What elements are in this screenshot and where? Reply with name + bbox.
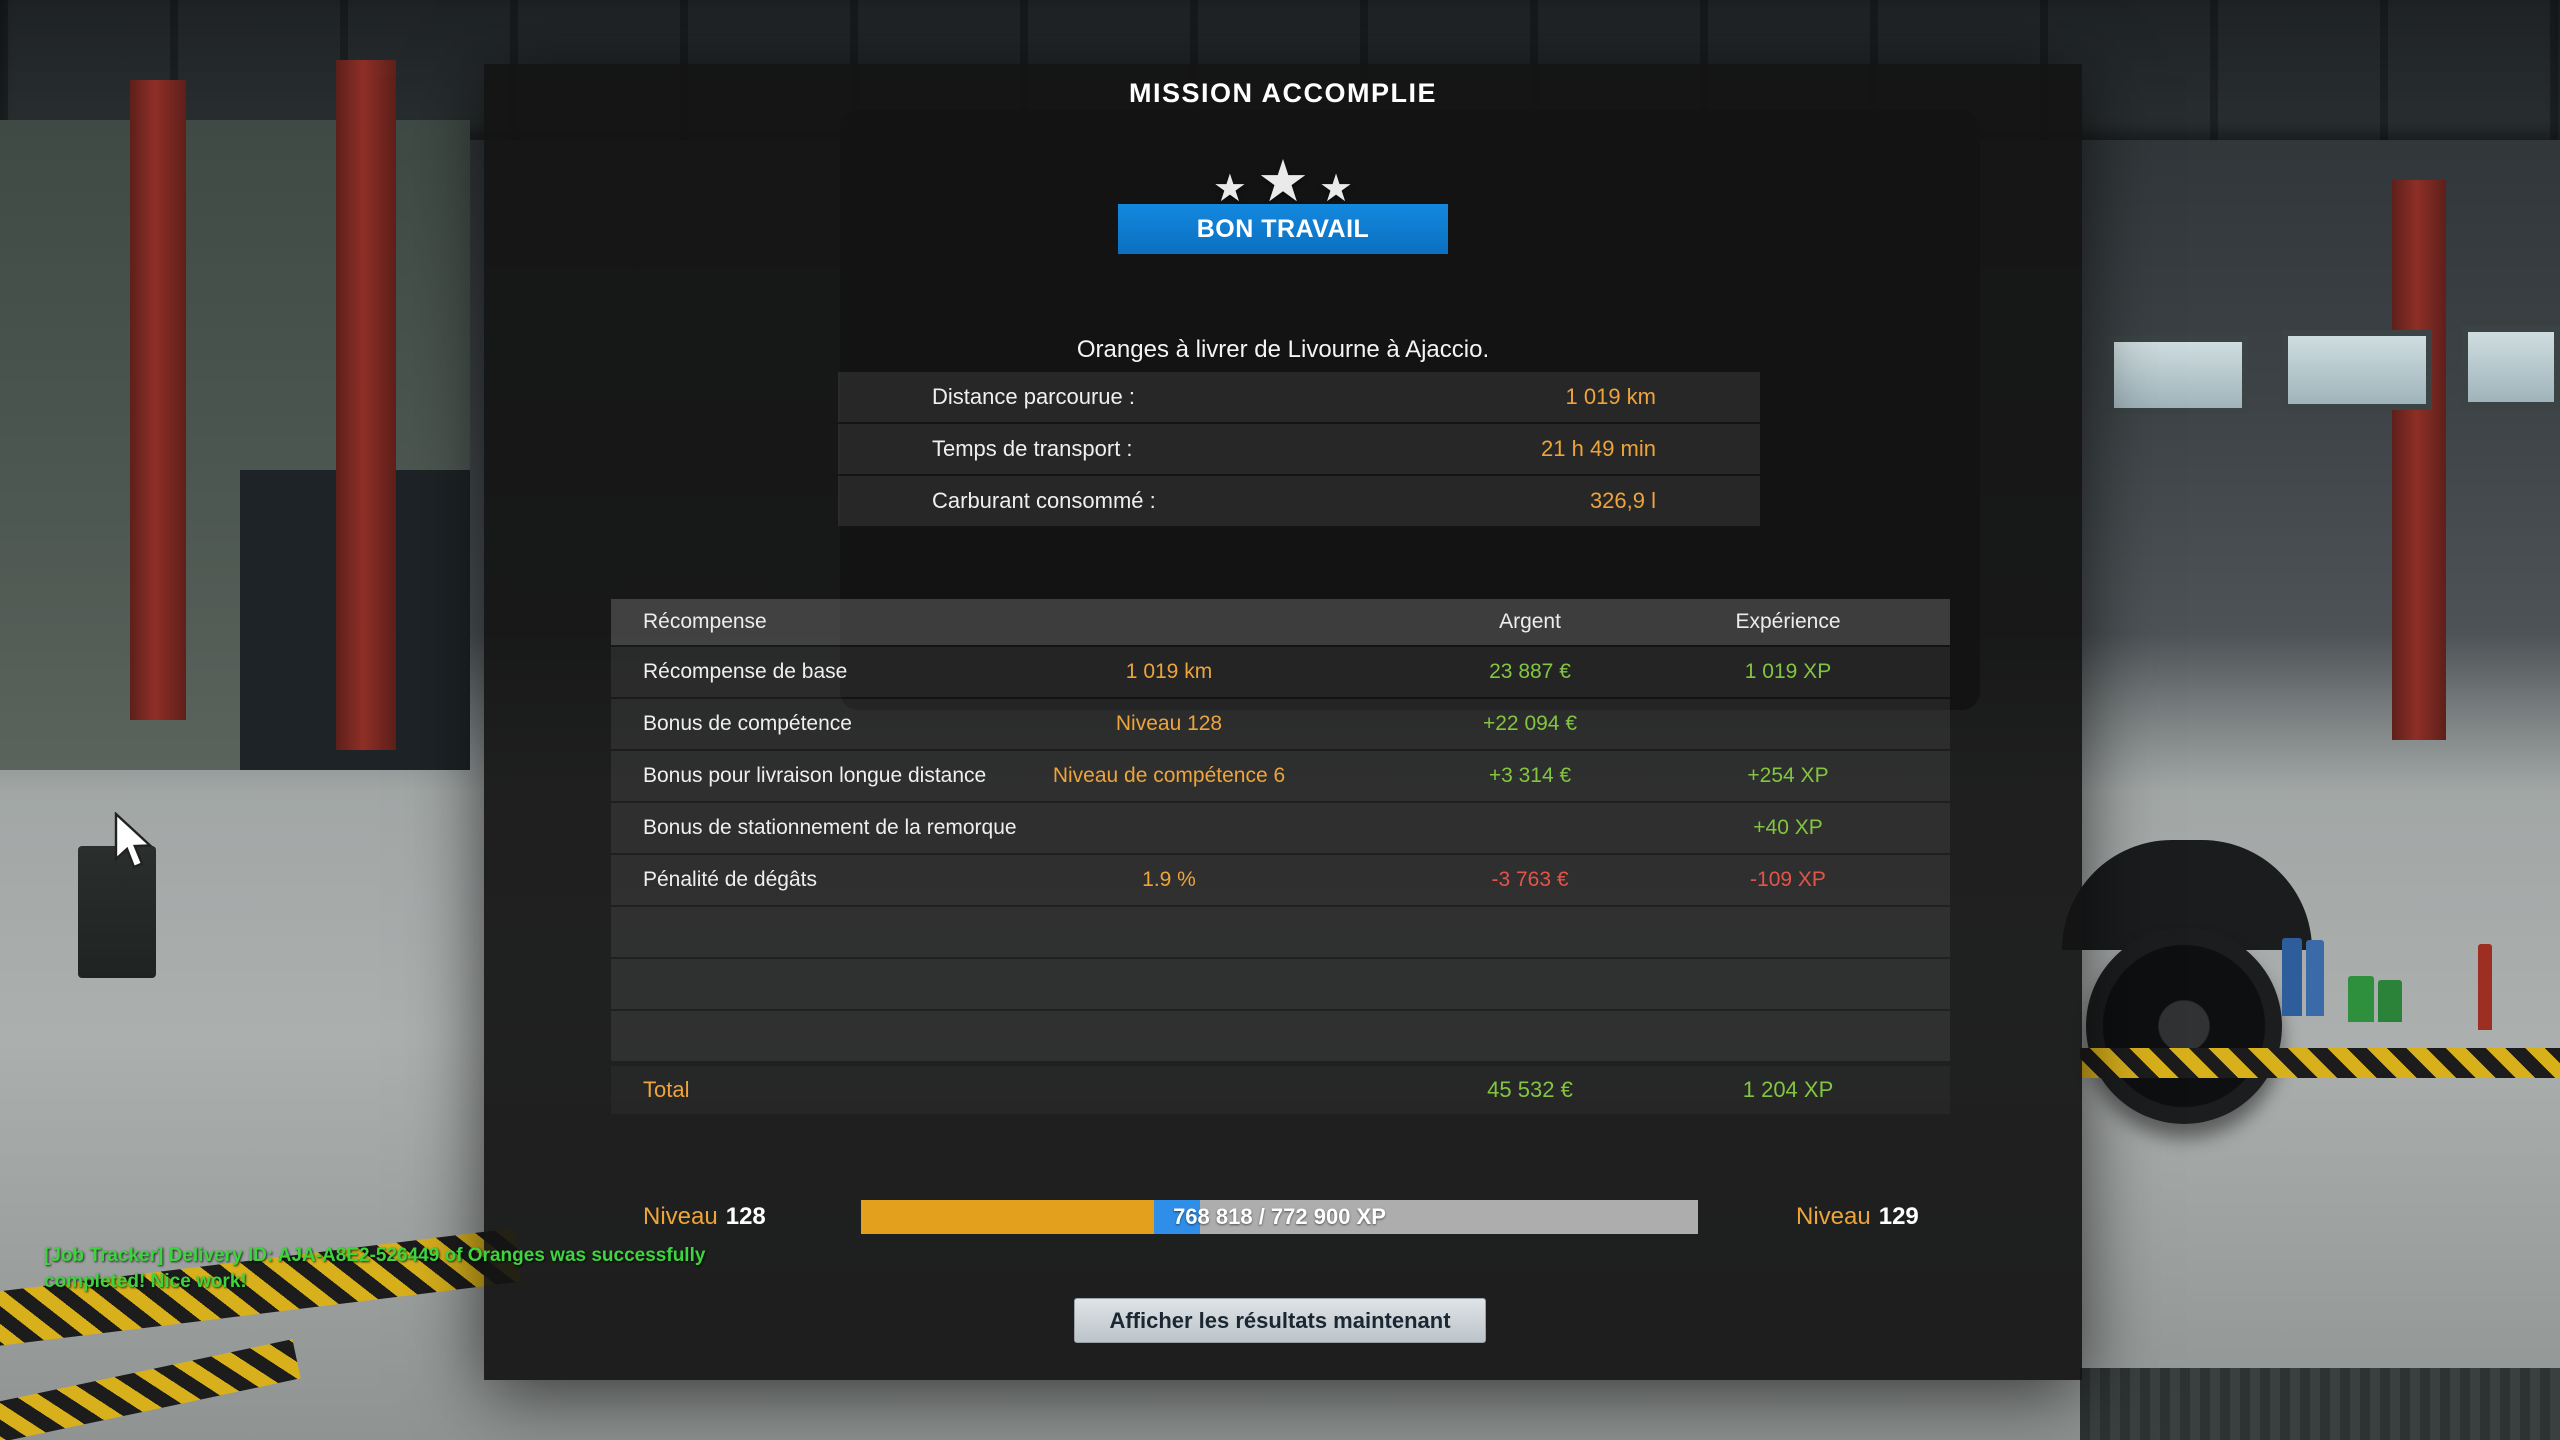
reward-money: +3 314 €	[1488, 764, 1572, 787]
stat-label: Temps de transport :	[932, 436, 1133, 461]
reward-name: Bonus de compétence	[643, 712, 852, 735]
xp-marker	[1153, 1200, 1200, 1234]
xp-progress-text: 768 818 / 772 900 XP	[1173, 1204, 1386, 1229]
mission-complete-panel: MISSION ACCOMPLIE ★ ★ ★ BON TRAVAIL Oran…	[484, 64, 2082, 1380]
stat-value: 326,9 l	[1589, 488, 1656, 513]
reward-money: -3 763 €	[1491, 868, 1569, 891]
rating-banner: BON TRAVAIL	[1118, 204, 1448, 254]
star-icon: ★	[1212, 168, 1247, 210]
reward-detail: 1 019 km	[1125, 660, 1213, 683]
job-stats-table: Distance parcourue : 1 019 km Temps de t…	[838, 372, 1760, 528]
reward-name: Bonus pour livraison longue distance	[643, 764, 987, 787]
reward-row: Récompense de base 1 019 km 23 887 € 1 019 …	[611, 647, 1950, 697]
next-level-number: 129	[1878, 1203, 1919, 1230]
reward-xp: +254 XP	[1747, 764, 1829, 787]
rewards-header-money: Argent	[1499, 610, 1561, 633]
reward-detail: Niveau 128	[1115, 712, 1223, 735]
garage-window	[2108, 336, 2248, 414]
red-pillar	[130, 80, 186, 720]
stat-row: Temps de transport : 21 h 49 min	[838, 424, 1760, 474]
reward-row: Pénalité de dégâts 1.9 % -3 763 € -109 XP	[611, 855, 1950, 905]
total-label: Total	[643, 1077, 690, 1102]
reward-xp: -109 XP	[1750, 868, 1826, 891]
reward-xp: +40 XP	[1753, 816, 1823, 839]
current-level-word: Niveau	[643, 1203, 718, 1230]
red-pillar	[336, 60, 396, 750]
rewards-total-row: Total 45 532 € 1 204 XP	[611, 1066, 1950, 1114]
reward-row	[611, 959, 1950, 1009]
trash-bin	[78, 846, 156, 978]
gas-cylinder	[2306, 940, 2324, 1016]
next-level-word: Niveau	[1796, 1203, 1871, 1230]
job-description: Oranges à livrer de Livourne à Ajaccio.	[1076, 336, 1490, 363]
reward-row	[611, 1011, 1950, 1061]
red-pillar	[2392, 180, 2446, 740]
reward-detail: Niveau de compétence 6	[1052, 764, 1286, 787]
reward-name: Pénalité de dégâts	[643, 868, 817, 891]
next-level-label: Niveau 129	[1796, 1200, 1919, 1234]
toast-line-2: completed! Nice work!	[44, 1271, 247, 1292]
stat-value: 1 019 km	[1565, 384, 1657, 409]
current-level-number: 128	[725, 1203, 766, 1230]
green-barrel	[2348, 976, 2374, 1022]
xp-progress-bar: 768 818 / 772 900 XP	[861, 1200, 1698, 1234]
toast-line-1: [Job Tracker] Delivery ID: AJA-A8E2-5264…	[44, 1245, 706, 1266]
job-tracker-toast: [Job Tracker] Delivery ID: AJA-A8E2-5264…	[44, 1243, 705, 1295]
total-xp: 1 204 XP	[1742, 1077, 1834, 1102]
reward-row: Bonus de stationnement de la remorque +40…	[611, 803, 1950, 853]
floor-grate	[2080, 1368, 2560, 1440]
gas-cylinder	[2282, 938, 2302, 1016]
stat-label: Carburant consommé :	[932, 488, 1156, 513]
star-icon: ★	[1319, 168, 1354, 210]
rewards-header-row: Récompense Argent Expérience	[611, 599, 1950, 645]
green-barrel	[2378, 980, 2402, 1022]
stat-label: Distance parcourue :	[932, 384, 1135, 409]
red-equipment	[2478, 944, 2492, 1030]
reward-money: 23 887 €	[1489, 660, 1571, 683]
stat-value: 21 h 49 min	[1541, 436, 1656, 461]
rewards-header-name: Récompense	[643, 610, 767, 633]
current-level-label: Niveau 128	[643, 1200, 766, 1234]
xp-fill	[861, 1200, 1154, 1234]
reward-row	[611, 907, 1950, 957]
show-results-button[interactable]: Afficher les résultats maintenant	[1074, 1298, 1486, 1343]
truck-wheel	[2086, 928, 2282, 1124]
reward-name: Bonus de stationnement de la remorque	[643, 816, 1017, 839]
reward-money: +22 094 €	[1482, 712, 1578, 735]
garage-window	[2282, 330, 2432, 410]
star-icon: ★	[1257, 149, 1309, 214]
total-money: 45 532 €	[1487, 1077, 1573, 1102]
garage-window	[2462, 326, 2560, 408]
hazard-stripe	[2080, 1048, 2560, 1078]
reward-detail: 1.9 %	[1142, 868, 1196, 891]
mouse-cursor	[114, 812, 153, 869]
reward-name: Récompense de base	[643, 660, 848, 683]
rating-stars: ★ ★ ★	[484, 149, 2082, 214]
stat-row: Carburant consommé : 326,9 l	[838, 476, 1760, 526]
reward-row: Bonus de compétence Niveau 128 +22 094 €	[611, 699, 1950, 749]
rewards-rows: Récompense de base 1 019 km 23 887 € 1 019 …	[611, 647, 1950, 1061]
panel-title: MISSION ACCOMPLIE	[1128, 78, 1437, 108]
reward-row: Bonus pour livraison longue distance Nive…	[611, 751, 1950, 801]
reward-xp: 1 019 XP	[1744, 660, 1832, 683]
rewards-header-xp: Expérience	[1735, 610, 1841, 633]
stat-row: Distance parcourue : 1 019 km	[838, 372, 1760, 422]
rewards-table: Récompense Argent Expérience Récompense …	[611, 599, 1950, 1114]
